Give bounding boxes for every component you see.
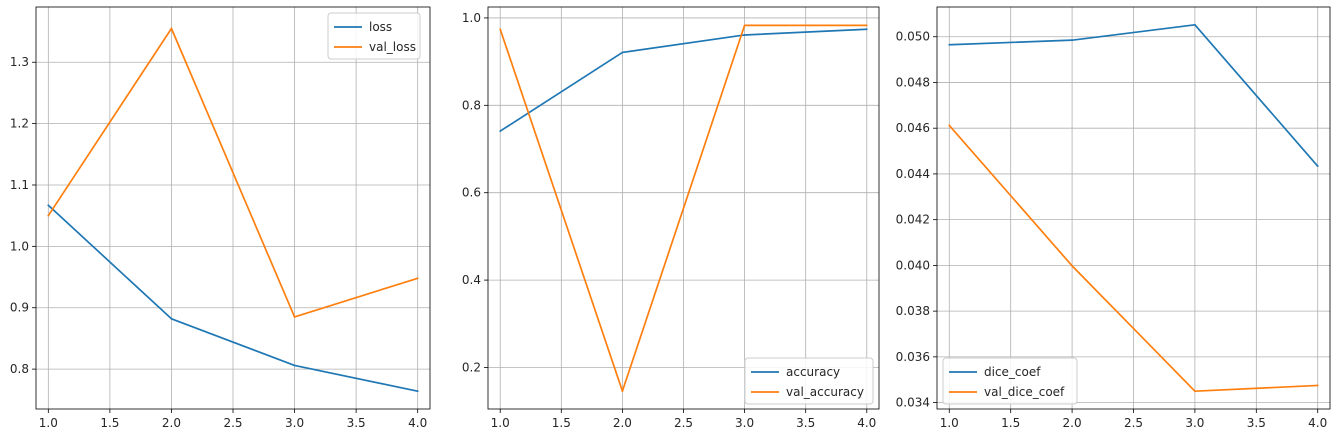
axes-frame bbox=[487, 6, 880, 410]
y-tick-label: 0.050 bbox=[896, 30, 930, 44]
x-tick-label: 3.0 bbox=[735, 416, 754, 430]
series-line-accuracy bbox=[499, 28, 867, 132]
y-tick-label: 0.042 bbox=[896, 213, 930, 227]
axes-frame bbox=[936, 6, 1331, 410]
data-point-val_dice_coef bbox=[1071, 264, 1073, 267]
series-line-loss bbox=[47, 204, 418, 393]
data-point-accuracy bbox=[865, 28, 868, 31]
y-tick-label: 0.034 bbox=[896, 396, 930, 410]
y-tick-label: 0.6 bbox=[462, 186, 481, 200]
x-tick-label: 3.5 bbox=[1247, 416, 1266, 430]
data-point-dice_coef bbox=[948, 43, 951, 46]
y-tick-label: 1.0 bbox=[462, 11, 481, 25]
x-tick-label: 1.0 bbox=[940, 416, 959, 430]
x-tick-label: 1.5 bbox=[100, 416, 119, 430]
data-point-val_dice_coef bbox=[948, 124, 951, 127]
axes-frame bbox=[35, 6, 431, 410]
x-tick-label: 3.5 bbox=[347, 416, 366, 430]
y-tick-label: 0.046 bbox=[896, 121, 930, 135]
data-point-val_accuracy bbox=[499, 28, 502, 31]
y-tick-label: 0.9 bbox=[10, 301, 29, 315]
data-point-loss bbox=[170, 317, 173, 320]
data-point-val_loss bbox=[47, 214, 50, 217]
x-tick-label: 2.5 bbox=[1124, 416, 1143, 430]
data-point-dice_coef bbox=[1194, 23, 1196, 26]
y-tick-label: 0.8 bbox=[462, 98, 481, 112]
data-point-loss bbox=[416, 390, 419, 393]
x-tick-label: 4.0 bbox=[857, 416, 876, 430]
data-point-val_accuracy bbox=[621, 390, 624, 392]
data-point-val_loss bbox=[416, 277, 419, 280]
series-line-val_loss bbox=[47, 27, 418, 318]
data-point-val_loss bbox=[170, 27, 173, 30]
y-tick-label: 0.038 bbox=[896, 304, 930, 318]
x-tick-label: 3.5 bbox=[796, 416, 815, 430]
x-tick-label: 1.0 bbox=[39, 416, 58, 430]
legend: loss val_loss bbox=[327, 12, 421, 60]
y-tick-label: 0.044 bbox=[896, 167, 930, 181]
x-tick-label: 2.0 bbox=[613, 416, 632, 430]
x-tick-label: 1.5 bbox=[552, 416, 571, 430]
y-tick-label: 0.4 bbox=[462, 273, 481, 287]
data-point-accuracy bbox=[621, 51, 624, 54]
data-point-val_accuracy bbox=[865, 24, 868, 27]
x-tick-label: 3.0 bbox=[1185, 416, 1204, 430]
panel-3: 1.0 1.5 2.0 2.5 3.0 3.5 4.0 0.034 0.036 0.038 0.04… bbox=[896, 6, 1331, 430]
y-tick-label: 0.048 bbox=[896, 75, 930, 89]
x-tick-label: 2.5 bbox=[223, 416, 242, 430]
series-line-val_accuracy bbox=[499, 24, 867, 392]
data-point-val_accuracy bbox=[743, 24, 746, 27]
x-tick-label: 1.5 bbox=[1001, 416, 1020, 430]
data-point-loss bbox=[47, 204, 50, 207]
data-point-accuracy bbox=[743, 34, 746, 36]
data-point-val_loss bbox=[293, 316, 296, 318]
y-tick-label: 0.036 bbox=[896, 350, 930, 364]
legend-label-val_dice_coef: val_dice_coef bbox=[984, 385, 1065, 399]
x-tick-label: 2.5 bbox=[674, 416, 693, 430]
y-tick-label: 1.1 bbox=[10, 178, 29, 192]
x-tick-label: 3.0 bbox=[285, 416, 304, 430]
data-point-val_dice_coef bbox=[1194, 390, 1196, 393]
y-tick-label: 1.2 bbox=[10, 117, 29, 131]
legend-label-val_accuracy: val_accuracy bbox=[786, 385, 864, 399]
y-tick-label: 1.0 bbox=[10, 239, 29, 253]
panel-2: 1.0 1.5 2.0 2.5 3.0 3.5 4.0 0.2 0.4 0.6 0.8 1.0 accu… bbox=[462, 6, 880, 430]
x-tick-label: 2.0 bbox=[1063, 416, 1082, 430]
y-tick-label: 0.8 bbox=[10, 362, 29, 376]
data-point-dice_coef bbox=[1316, 165, 1319, 168]
x-tick-label: 2.0 bbox=[162, 416, 181, 430]
panel-1: 1.0 1.5 2.0 2.5 3.0 3.5 4.0 0.8 0.9 1.0 1.1 1.2 1.3 l… bbox=[10, 6, 431, 430]
y-tick-label: 0.2 bbox=[462, 360, 481, 374]
x-tick-label: 4.0 bbox=[408, 416, 427, 430]
legend: accuracy val_accuracy bbox=[744, 357, 874, 405]
series-line-val_dice_coef bbox=[948, 124, 1318, 393]
legend-label-accuracy: accuracy bbox=[786, 365, 840, 379]
data-point-loss bbox=[293, 364, 296, 367]
x-tick-label: 1.0 bbox=[491, 416, 510, 430]
legend-label-dice_coef: dice_coef bbox=[984, 365, 1041, 379]
y-tick-label: 0.040 bbox=[896, 258, 930, 272]
data-point-dice_coef bbox=[1071, 39, 1073, 42]
y-tick-label: 1.3 bbox=[10, 55, 29, 69]
legend-label-loss: loss bbox=[369, 20, 392, 34]
legend: dice_coef val_dice_coef bbox=[942, 357, 1078, 405]
legend-label-val_loss: val_loss bbox=[369, 40, 416, 54]
data-point-val_dice_coef bbox=[1316, 384, 1319, 387]
x-tick-label: 4.0 bbox=[1308, 416, 1327, 430]
series-line-dice_coef bbox=[949, 23, 1319, 167]
data-point-accuracy bbox=[499, 130, 502, 132]
